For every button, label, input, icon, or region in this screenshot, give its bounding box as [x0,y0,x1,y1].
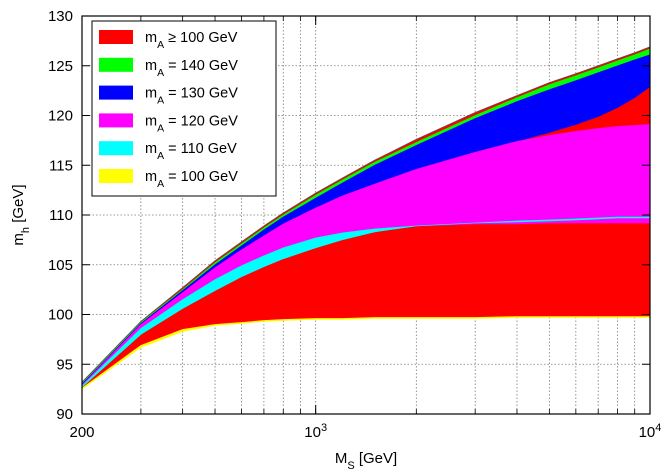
y-axis-label: mh [GeV] [10,184,32,245]
y-tick-label: 110 [49,207,73,224]
legend-swatch [99,113,133,128]
legend-swatch [99,85,133,100]
y-tick-label: 100 [48,307,73,324]
legend-label: mA ≥ 100 GeV [145,30,238,51]
x-tick-label: 103 [304,422,327,441]
legend-label: mA = 140 GeV [145,58,238,79]
x-tick-label: 104 [639,422,662,441]
y-tick-label: 120 [48,108,73,125]
upper-boundary-line [81,46,651,383]
legend: mA ≥ 100 GeV mA = 140 GeV mA = 130 GeV mA =… [91,20,277,197]
legend-label: mA = 120 GeV [145,113,238,134]
legend-entry: mA ≥ 100 GeV [99,30,238,51]
y-tick-label: 90 [56,406,73,423]
legend-swatch [99,141,133,156]
legend-swatch [99,169,133,183]
x-tick-label: 200 [69,424,94,441]
legend-entry: mA = 120 GeV [99,113,238,134]
legend-label: mA = 100 GeV [145,169,238,190]
legend-entry: mA = 100 GeV [99,169,238,190]
y-tick-label: 125 [48,58,73,75]
y-tick-label: 130 [48,8,73,25]
legend-swatch [99,30,133,44]
legend-entry: mA = 140 GeV [99,57,238,79]
y-tick-label: 105 [48,257,73,274]
y-tick-label: 115 [49,157,73,174]
x-axis-label: MS [GeV] [335,450,397,470]
y-tick-label: 95 [56,356,73,373]
legend-label: mA = 110 GeV [145,141,237,162]
legend-entry: mA = 110 GeV [99,141,237,162]
axis-ticks: 200 103 104 90 95 100 105 110 115 120 125 130 [48,8,661,441]
legend-entry: mA = 130 GeV [99,85,238,107]
legend-label: mA = 130 GeV [145,86,238,107]
legend-box [91,20,277,197]
legend-swatch [99,57,133,72]
